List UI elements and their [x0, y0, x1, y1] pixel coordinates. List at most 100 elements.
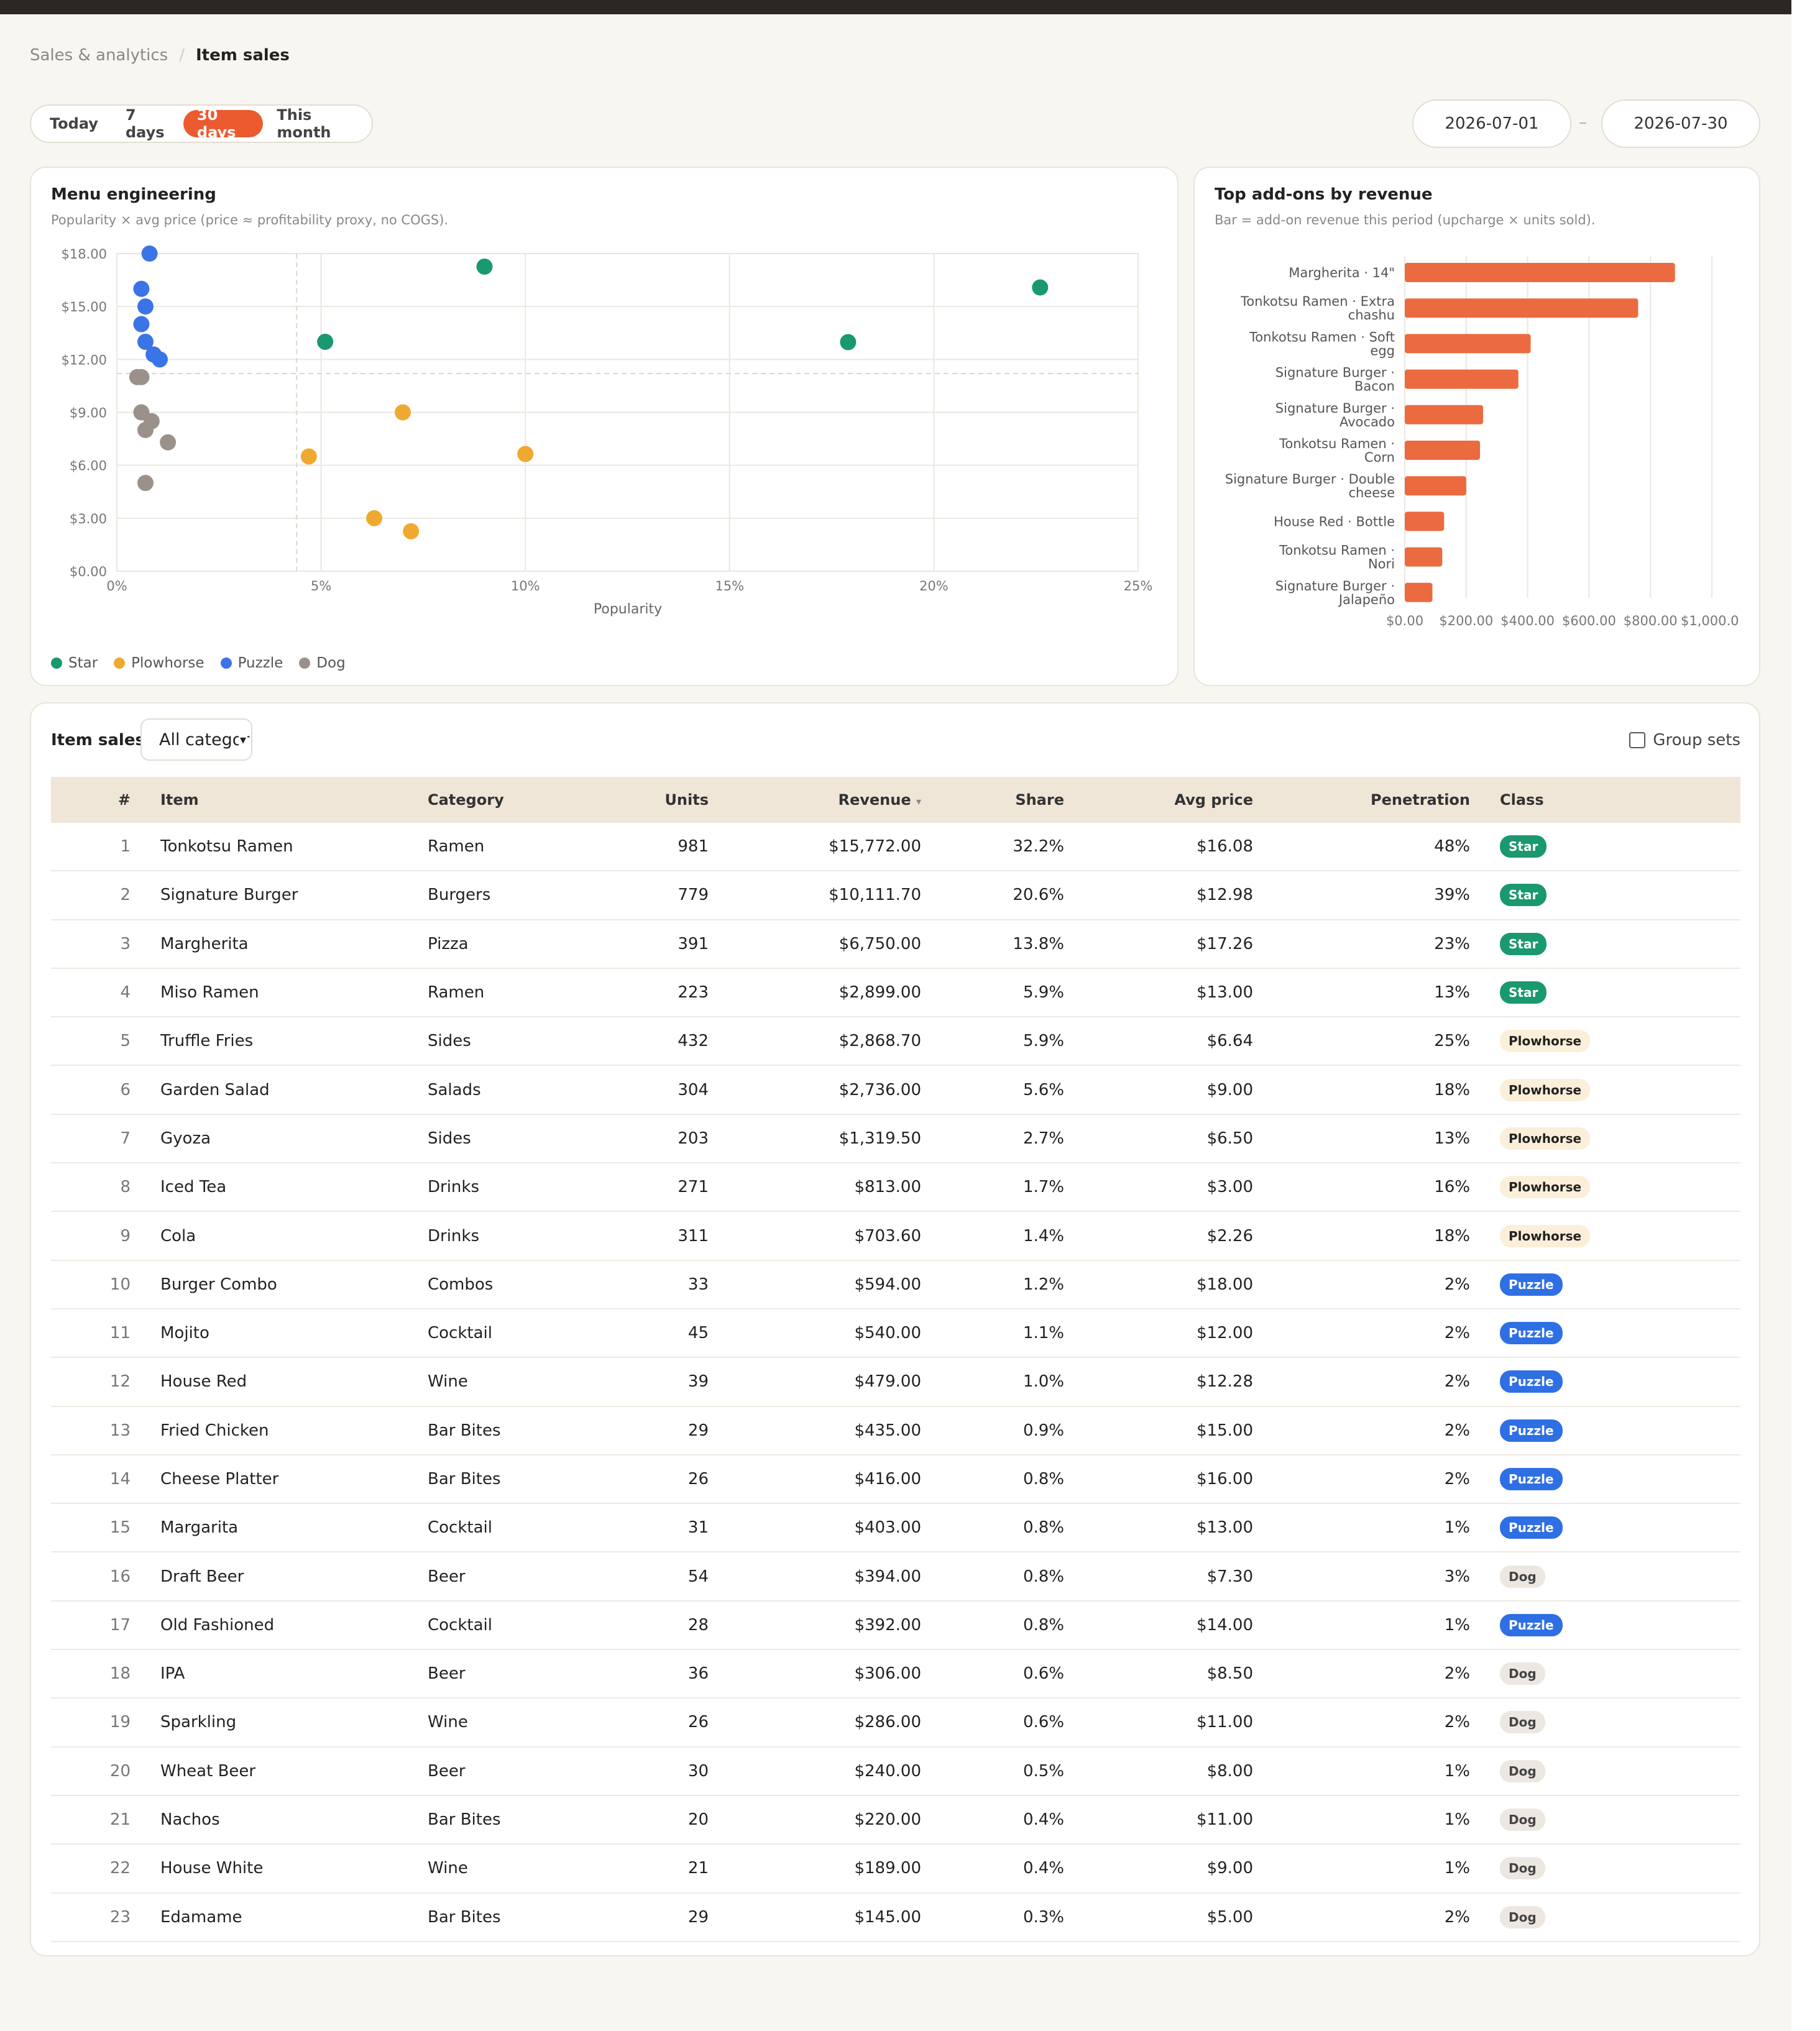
breadcrumb-parent[interactable]: Sales & analytics [30, 46, 168, 65]
table-row[interactable]: 16 Draft Beer Beer 54 $394.00 0.8% $7.30 3% Dog [51, 1552, 1740, 1602]
addon-bar [1405, 334, 1531, 354]
group-sets-toggle[interactable]: Group sets [1629, 731, 1740, 750]
addon-bar [1405, 547, 1443, 567]
revenue-cell: $394.00 [854, 1567, 921, 1586]
avg-price-cell: $12.98 [1197, 886, 1253, 905]
table-row[interactable]: 17 Old Fashioned Cocktail 28 $392.00 0.8% $14.… [51, 1602, 1740, 1651]
table-row[interactable]: 21 Nachos Bar Bites 20 $220.00 0.4% $11.00 1% Do… [51, 1796, 1740, 1845]
item-sales-table: # Item Category Units Revenue ▾ Share Av… [51, 777, 1740, 1942]
item-cell: House Red [160, 1372, 247, 1391]
table-row[interactable]: 13 Fried Chicken Bar Bites 29 $435.00 0.9% $15… [51, 1407, 1740, 1456]
scatter-legend: Star Plowhorse Puzzle Dog [51, 655, 346, 671]
share-cell: 0.4% [1023, 1810, 1064, 1830]
table-row[interactable]: 3 Margherita Pizza 391 $6,750.00 13.8% $17.26 2… [51, 920, 1740, 969]
col-item[interactable]: Item [160, 791, 199, 809]
col-share[interactable]: Share [1015, 791, 1064, 809]
rank-cell: 23 [109, 1907, 131, 1927]
class-badge: Star [1500, 884, 1547, 907]
start-date-input[interactable]: 2026-07-01 [1412, 99, 1571, 148]
table-row[interactable]: 6 Garden Salad Salads 304 $2,736.00 5.6% $9.00… [51, 1066, 1740, 1115]
col-rank[interactable]: # [117, 791, 131, 809]
range-today[interactable]: Today [50, 115, 98, 132]
table-row[interactable]: 2 Signature Burger Burgers 779 $10,111.70 20.… [51, 871, 1740, 920]
bar-x-tick-label: $1,000.0 [1681, 613, 1739, 628]
addon-bar [1405, 582, 1433, 602]
table-row[interactable]: 8 Iced Tea Drinks 271 $813.00 1.7% $3.00 16% Plo… [51, 1163, 1740, 1213]
category-cell: Cocktail [428, 1324, 492, 1343]
table-row[interactable]: 10 Burger Combo Combos 33 $594.00 1.2% $18.00 2… [51, 1261, 1740, 1309]
y-tick-label: $9.00 [70, 406, 107, 421]
table-row[interactable]: 5 Truffle Fries Sides 432 $2,868.70 5.9% $6.64… [51, 1017, 1740, 1066]
category-cell: Drinks [428, 1178, 480, 1197]
col-category[interactable]: Category [428, 791, 504, 809]
penetration-cell: 2% [1444, 1421, 1470, 1440]
item-cell: Cola [160, 1226, 196, 1245]
units-cell: 981 [678, 837, 709, 856]
table-row[interactable]: 18 IPA Beer 36 $306.00 0.6% $8.50 2% Dog [51, 1650, 1740, 1699]
addons-subtitle: Bar = add-on revenue this period (upchar… [1215, 213, 1596, 227]
avg-price-cell: $11.00 [1197, 1810, 1253, 1830]
share-cell: 1.4% [1023, 1226, 1064, 1245]
item-sales-title: Item sales [51, 731, 145, 750]
penetration-cell: 2% [1444, 1372, 1470, 1391]
class-badge: Plowhorse [1500, 1176, 1591, 1199]
item-cell: Cheese Platter [160, 1470, 279, 1488]
class-cell: Puzzle [1470, 1273, 1594, 1296]
item-cell: House White [160, 1859, 264, 1878]
class-cell: Plowhorse [1470, 1224, 1594, 1247]
x-tick-label: 15% [715, 579, 744, 594]
table-row[interactable]: 19 Sparkling Wine 26 $286.00 0.6% $11.00 2% Dog [51, 1699, 1740, 1748]
category-cell: Bar Bites [428, 1421, 501, 1440]
table-row[interactable]: 4 Miso Ramen Ramen 223 $2,899.00 5.9% $13.00 13… [51, 969, 1740, 1018]
table-row[interactable]: 11 Mojito Cocktail 45 $540.00 1.1% $12.00 2% Puz… [51, 1309, 1740, 1359]
table-row[interactable]: 7 Gyoza Sides 203 $1,319.50 2.7% $6.50 13% Plowh… [51, 1115, 1740, 1164]
table-body: 1 Tonkotsu Ramen Ramen 981 $15,772.00 32.2% $1… [51, 823, 1740, 1942]
table-row[interactable]: 12 House Red Wine 39 $479.00 1.0% $12.28 2% Puzz… [51, 1358, 1740, 1407]
revenue-cell: $540.00 [854, 1324, 921, 1343]
col-revenue[interactable]: Revenue ▾ [709, 791, 921, 809]
item-cell: IPA [160, 1664, 185, 1684]
item-cell: Wheat Beer [160, 1761, 256, 1781]
end-date-input[interactable]: 2026-07-30 [1601, 99, 1760, 148]
class-cell: Puzzle [1470, 1370, 1594, 1393]
col-avg-price[interactable]: Avg price [1174, 791, 1253, 809]
avg-price-cell: $9.00 [1206, 1859, 1253, 1878]
class-badge: Puzzle [1500, 1370, 1563, 1393]
units-cell: 223 [678, 983, 709, 1002]
avg-price-cell: $17.26 [1197, 934, 1253, 953]
col-units[interactable]: Units [664, 791, 709, 809]
col-penetration[interactable]: Penetration [1370, 791, 1470, 809]
addon-bar [1405, 405, 1483, 424]
table-row[interactable]: 15 Margarita Cocktail 31 $403.00 0.8% $13.00 1%… [51, 1504, 1740, 1553]
table-row[interactable]: 20 Wheat Beer Beer 30 $240.00 0.5% $8.00 1% Dog [51, 1748, 1740, 1796]
range-this-month[interactable]: This month [277, 106, 331, 141]
share-cell: 1.0% [1023, 1372, 1064, 1391]
addon-bar [1405, 476, 1466, 496]
share-cell: 0.9% [1023, 1421, 1064, 1440]
table-row[interactable]: 23 Edamame Bar Bites 29 $145.00 0.3% $5.00 2% Do… [51, 1894, 1740, 1942]
rank-cell: 11 [109, 1324, 131, 1343]
range-30-days[interactable]: 30 days [183, 106, 264, 141]
table-row[interactable]: 14 Cheese Platter Bar Bites 26 $416.00 0.8% $1… [51, 1456, 1740, 1505]
revenue-cell: $145.00 [854, 1907, 921, 1927]
class-cell: Plowhorse [1470, 1127, 1594, 1150]
x-tick-label: 10% [511, 579, 540, 594]
bar-category-label: Signature Burger · Bacon [1275, 365, 1395, 394]
category-filter-select[interactable]: All categories ▾ [140, 718, 252, 761]
col-class[interactable]: Class [1500, 791, 1544, 809]
table-row[interactable]: 9 Cola Drinks 311 $703.60 1.4% $2.26 18% Plowhor… [51, 1212, 1740, 1261]
share-cell: 0.8% [1023, 1518, 1064, 1538]
category-cell: Bar Bites [428, 1810, 501, 1830]
share-cell: 0.6% [1023, 1664, 1064, 1684]
y-tick-label: $15.00 [62, 300, 107, 314]
units-cell: 30 [687, 1761, 709, 1781]
checkbox-icon[interactable] [1629, 732, 1646, 748]
table-row[interactable]: 1 Tonkotsu Ramen Ramen 981 $15,772.00 32.2% $1… [51, 823, 1740, 872]
rank-cell: 7 [120, 1129, 131, 1148]
range-7-days[interactable]: 7 days [125, 106, 165, 141]
avg-price-cell: $18.00 [1197, 1275, 1253, 1294]
class-cell: Plowhorse [1470, 1030, 1594, 1053]
table-row[interactable]: 22 House White Wine 21 $189.00 0.4% $9.00 1% Dog [51, 1845, 1740, 1894]
class-cell: Star [1470, 884, 1594, 907]
share-cell: 0.6% [1023, 1713, 1064, 1732]
